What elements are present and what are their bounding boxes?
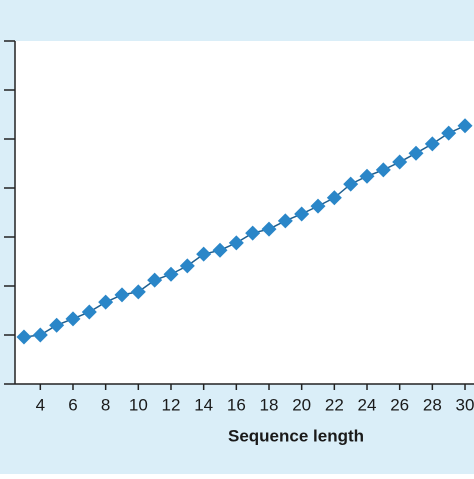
x-tick-label: 14 bbox=[194, 395, 213, 414]
marker bbox=[343, 176, 359, 192]
marker bbox=[65, 311, 81, 327]
series-line bbox=[23, 125, 466, 338]
marker bbox=[16, 329, 32, 345]
marker bbox=[375, 162, 391, 178]
marker bbox=[424, 136, 440, 152]
marker bbox=[261, 221, 277, 237]
marker bbox=[277, 213, 293, 229]
marker bbox=[32, 327, 48, 343]
marker bbox=[294, 206, 310, 222]
x-axis-label: Sequence length bbox=[228, 426, 364, 445]
x-tick-label: 10 bbox=[129, 395, 148, 414]
x-tick-label: 22 bbox=[325, 395, 344, 414]
x-tick-label: 6 bbox=[68, 395, 77, 414]
marker bbox=[81, 304, 97, 320]
x-tick-label: 18 bbox=[260, 395, 279, 414]
marker bbox=[359, 168, 375, 184]
marker bbox=[245, 225, 261, 241]
x-tick-label: 26 bbox=[390, 395, 409, 414]
x-tick-label: 20 bbox=[292, 395, 311, 414]
marker bbox=[147, 272, 163, 288]
marker bbox=[228, 235, 244, 251]
marker bbox=[98, 294, 114, 310]
plot-area bbox=[15, 41, 474, 384]
marker bbox=[179, 258, 195, 274]
x-tick-label: 28 bbox=[423, 395, 442, 414]
marker bbox=[457, 118, 473, 134]
marker bbox=[196, 246, 212, 262]
marker bbox=[49, 317, 65, 333]
marker bbox=[441, 125, 457, 141]
x-tick-label: 4 bbox=[36, 395, 45, 414]
marker bbox=[392, 154, 408, 170]
marker bbox=[130, 284, 146, 300]
x-tick-label: 8 bbox=[101, 395, 110, 414]
marker bbox=[114, 287, 130, 303]
marker bbox=[326, 190, 342, 206]
x-tick-label: 24 bbox=[358, 395, 377, 414]
marker bbox=[310, 198, 326, 214]
marker bbox=[408, 145, 424, 161]
marker bbox=[163, 266, 179, 282]
x-tick-label: 16 bbox=[227, 395, 246, 414]
marker bbox=[212, 242, 228, 258]
x-tick-label: 12 bbox=[162, 395, 181, 414]
x-tick-label: 30 bbox=[456, 395, 474, 414]
